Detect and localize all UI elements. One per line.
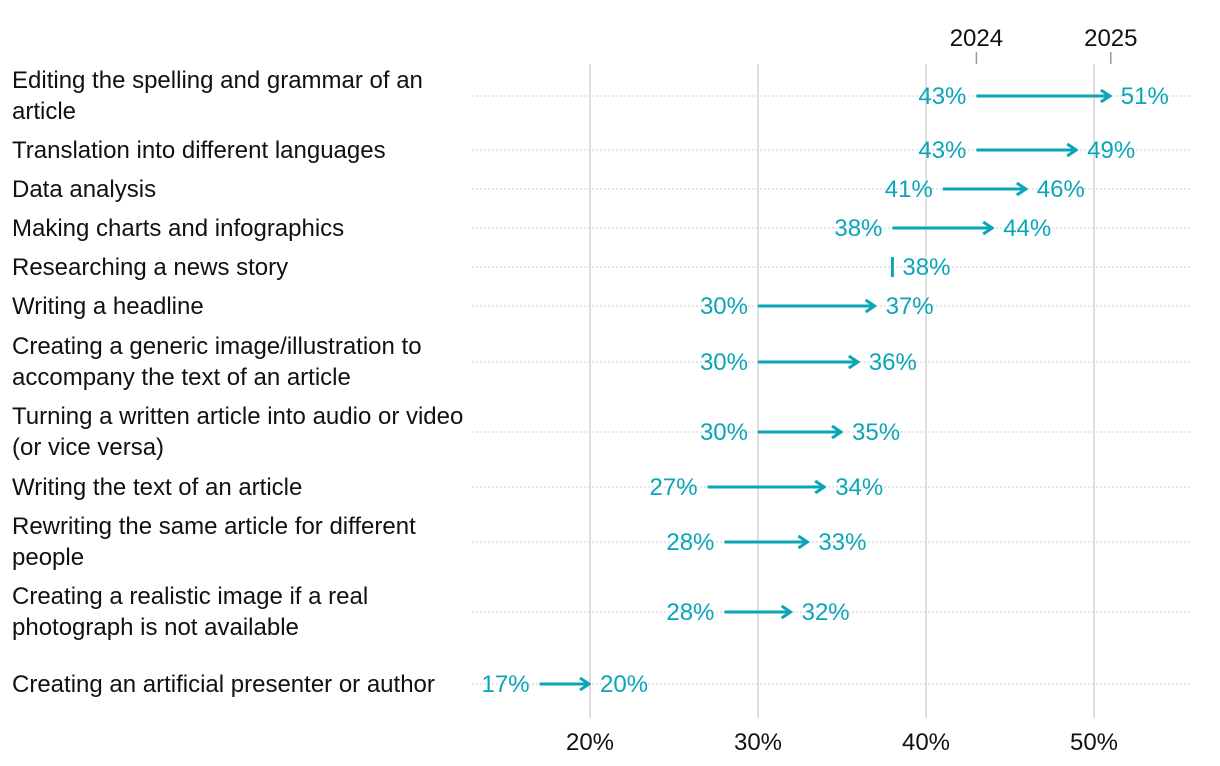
value-label-2024: 30% (700, 349, 748, 376)
x-tick-label: 40% (902, 729, 950, 756)
x-tick-label: 20% (566, 729, 614, 756)
value-label-2024: 43% (918, 137, 966, 164)
value-label-2024: 28% (666, 599, 714, 626)
value-label-2025: 20% (600, 671, 648, 698)
value-label-2025: 32% (802, 599, 850, 626)
value-label-2025: 49% (1087, 137, 1135, 164)
category-label: Editing the spelling and grammar of an a… (12, 67, 423, 125)
value-label-2025: 36% (869, 349, 917, 376)
value-label-2024: 28% (666, 529, 714, 556)
value-label-2024: 38% (834, 215, 882, 242)
category-label: Translation into different languages (12, 137, 386, 164)
value-label-2025: 38% (902, 254, 950, 281)
value-label-2025: 34% (835, 474, 883, 501)
value-label-2024: 17% (482, 671, 530, 698)
value-label-2025: 44% (1003, 215, 1051, 242)
value-label-2025: 37% (886, 293, 934, 320)
legend-label-2025: 2025 (1084, 25, 1137, 52)
x-tick-label: 30% (734, 729, 782, 756)
x-axis-tick-labels: 20% 30% 40% 50% (566, 729, 1118, 756)
category-label: Making charts and infographics (12, 215, 345, 242)
legend-label-2024: 2024 (950, 25, 1003, 52)
value-label-2024: 43% (918, 83, 966, 110)
value-label-2025: 35% (852, 419, 900, 446)
category-label: Turning a written article into audio or … (12, 403, 464, 461)
category-label: Creating an artificial presenter or auth… (12, 671, 435, 698)
category-label: Data analysis (12, 176, 157, 203)
value-label-2025: 51% (1121, 83, 1169, 110)
value-label-2025: 33% (818, 529, 866, 556)
year-legend: 2024 2025 (950, 25, 1137, 64)
category-label: Researching a news story (12, 254, 289, 281)
value-label-2025: 46% (1037, 176, 1085, 203)
value-label-2024: 27% (650, 474, 698, 501)
category-label: Creating a generic image/illustration to… (12, 333, 422, 391)
vertical-gridlines (589, 64, 1095, 718)
category-label: Creating a realistic image if a real pho… (12, 583, 369, 641)
x-tick-label: 50% (1070, 729, 1118, 756)
value-label-2024: 30% (700, 419, 748, 446)
value-labels: 43% 51% 43% 49% 41% 46% 38% 44% 38% 30% 37% 30% 36% 3… (482, 83, 1169, 698)
category-label: Writing the text of an article (12, 474, 303, 501)
category-label: Writing a headline (12, 293, 204, 320)
value-label-2024: 41% (885, 176, 933, 203)
value-label-2024: 30% (700, 293, 748, 320)
arrow-marks (539, 96, 1109, 684)
category-label: Rewriting the same article for different… (12, 513, 416, 571)
